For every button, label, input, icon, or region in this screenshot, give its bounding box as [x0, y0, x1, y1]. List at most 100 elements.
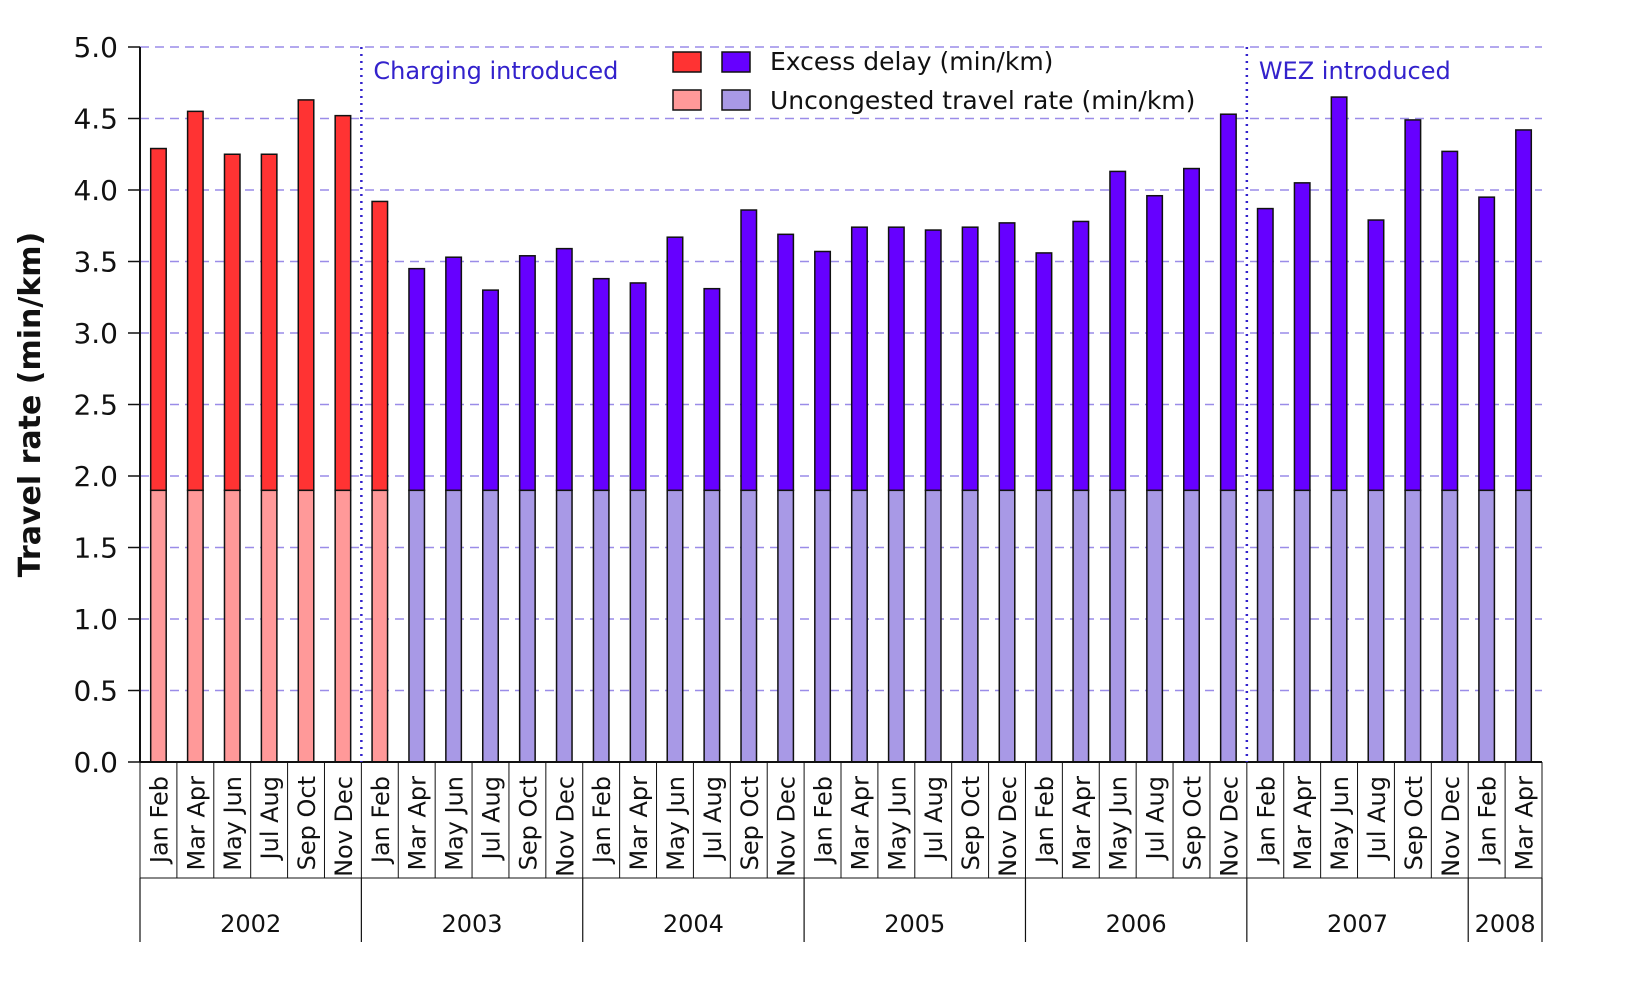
- bar-excess-delay: [223, 153, 241, 492]
- bar-uncongested: [740, 489, 758, 763]
- bar-excess-delay: [1515, 129, 1533, 492]
- bar-excess-delay: [149, 147, 167, 492]
- bar-excess-delay: [1367, 219, 1385, 492]
- bar-uncongested: [1330, 489, 1348, 763]
- bar-excess-delay: [1293, 182, 1311, 492]
- bar-excess-delay: [1330, 96, 1348, 492]
- x-tick-label: Nov Dec: [1437, 776, 1465, 877]
- bar-excess-delay: [1256, 207, 1274, 492]
- annotation-label: Charging introduced: [373, 57, 618, 85]
- y-tick-label: 3.5: [73, 246, 118, 279]
- x-tick-label: Jul Aug: [478, 776, 506, 861]
- bar-uncongested: [260, 489, 278, 763]
- x-tick-label: May Jun: [1326, 776, 1354, 871]
- x-tick-label: Jan Feb: [588, 776, 616, 865]
- bar-uncongested: [1183, 489, 1200, 763]
- bar-uncongested: [149, 489, 167, 763]
- legend-label-uncongested: Uncongested travel rate (min/km): [770, 86, 1195, 115]
- bar-excess-delay: [1219, 113, 1237, 492]
- year-label: 2006: [1106, 910, 1167, 938]
- bar-excess-delay: [924, 229, 942, 492]
- bar-uncongested: [334, 489, 352, 763]
- bar-uncongested: [1035, 489, 1053, 763]
- bar-uncongested: [1441, 489, 1459, 763]
- year-label: 2007: [1327, 910, 1388, 938]
- x-tick-label: May Jun: [1105, 776, 1133, 871]
- bar-uncongested: [666, 489, 684, 763]
- legend-swatch-pre-uncongested: [672, 89, 702, 111]
- bar-excess-delay: [887, 226, 905, 492]
- x-tick-label: May Jun: [883, 776, 911, 871]
- bar-excess-delay: [408, 267, 426, 492]
- bar-excess-delay: [777, 233, 795, 492]
- bar-uncongested: [1109, 489, 1127, 763]
- bar-excess-delay: [1035, 252, 1053, 492]
- x-tick-label: Sep Oct: [736, 776, 764, 870]
- y-tick-label: 0.0: [73, 746, 118, 779]
- annotation-label: WEZ introduced: [1259, 57, 1451, 85]
- x-tick-label: Sep Oct: [957, 776, 985, 870]
- x-tick-label: Jul Aug: [256, 776, 284, 861]
- legend-swatch-post-excess: [721, 51, 751, 73]
- y-tick-label: 1.0: [73, 603, 118, 636]
- legend-label-excess: Excess delay (min/km): [770, 47, 1053, 76]
- x-tick-label: Jul Aug: [1363, 776, 1391, 861]
- bar-uncongested: [777, 489, 795, 763]
- bar-uncongested: [629, 489, 647, 763]
- bar-uncongested: [518, 489, 536, 763]
- year-label: 2008: [1475, 910, 1536, 938]
- x-tick-label: May Jun: [219, 776, 247, 871]
- x-tick-label: Nov Dec: [994, 776, 1022, 877]
- bar-excess-delay: [814, 250, 832, 492]
- bar-uncongested: [1478, 489, 1496, 763]
- bar-uncongested: [371, 489, 389, 763]
- bar-uncongested: [482, 489, 499, 763]
- bar-uncongested: [555, 489, 573, 763]
- bar-uncongested: [814, 489, 832, 763]
- x-tick-label: Sep Oct: [1179, 776, 1207, 870]
- y-tick-label: 5.0: [73, 31, 118, 64]
- bar-excess-delay: [1146, 194, 1164, 492]
- bar-excess-delay: [1441, 150, 1459, 492]
- year-label: 2002: [220, 910, 281, 938]
- y-tick-label: 4.5: [73, 103, 118, 136]
- x-tick-label: Jul Aug: [1142, 776, 1170, 861]
- y-tick-label: 2.0: [73, 460, 118, 493]
- bar-excess-delay: [850, 226, 868, 492]
- bar-uncongested: [1367, 489, 1385, 763]
- bar-excess-delay: [666, 236, 684, 492]
- x-tick-label: Jan Feb: [367, 776, 395, 865]
- bar-uncongested: [223, 489, 241, 763]
- x-tick-label: Sep Oct: [293, 776, 321, 870]
- y-tick-label: 4.0: [73, 174, 118, 207]
- bar-excess-delay: [482, 289, 499, 492]
- bar-uncongested: [1072, 489, 1090, 763]
- x-tick-label: Jan Feb: [1252, 776, 1280, 865]
- x-tick-label: Nov Dec: [773, 776, 801, 877]
- bar-excess-delay: [592, 277, 610, 492]
- x-tick-label: May Jun: [441, 776, 469, 871]
- x-tick-label: Jan Feb: [1474, 776, 1502, 865]
- bar-uncongested: [1146, 489, 1164, 763]
- bar-uncongested: [887, 489, 905, 763]
- x-tick-label: Sep Oct: [514, 776, 542, 870]
- y-tick-label: 2.5: [73, 389, 118, 422]
- x-tick-label: Jul Aug: [699, 776, 727, 861]
- bar-uncongested: [1219, 489, 1237, 763]
- bar-uncongested: [850, 489, 868, 763]
- bar-excess-delay: [297, 99, 315, 492]
- x-tick-label: Mar Apr: [182, 776, 210, 871]
- bar-excess-delay: [961, 226, 979, 492]
- bar-excess-delay: [740, 209, 758, 492]
- x-tick-label: Mar Apr: [846, 776, 874, 871]
- legend-swatch-post-uncongested: [721, 89, 751, 111]
- x-tick-label: Nov Dec: [551, 776, 579, 877]
- bar-excess-delay: [260, 153, 278, 492]
- y-axis-label: Travel rate (min/km): [13, 232, 48, 578]
- x-tick-label: Mar Apr: [1068, 776, 1096, 871]
- bar-uncongested: [408, 489, 426, 763]
- x-tick-label: Sep Oct: [1400, 776, 1428, 870]
- year-label: 2005: [884, 910, 945, 938]
- bar-excess-delay: [371, 200, 389, 492]
